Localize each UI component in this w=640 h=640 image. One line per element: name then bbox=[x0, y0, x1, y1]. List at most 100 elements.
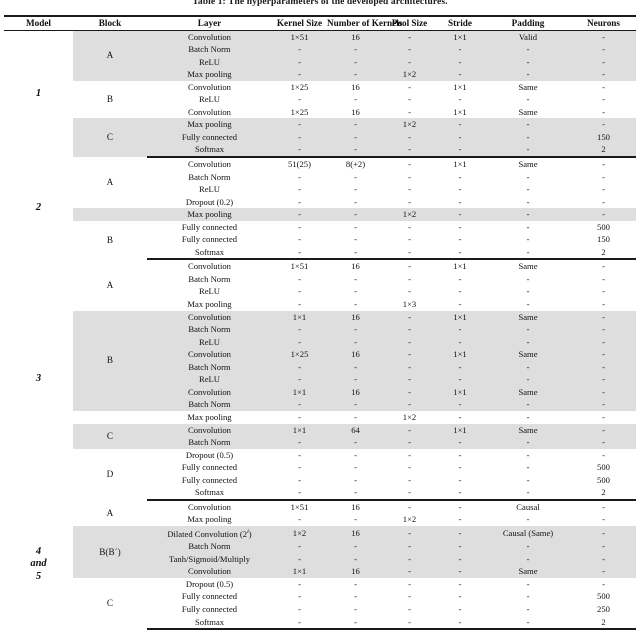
cell-padding: - bbox=[485, 335, 571, 349]
cell-neurons: - bbox=[602, 578, 605, 589]
cell-pool-size: - bbox=[408, 501, 411, 512]
cell-padding: - bbox=[526, 604, 530, 615]
cell-layer: Batch Norm bbox=[188, 171, 231, 182]
model-label: 4 and 5 bbox=[30, 545, 47, 582]
cell-number-of-kernels: - bbox=[327, 68, 384, 81]
cell-number-of-kernels: - bbox=[354, 286, 357, 297]
cell-padding: Same bbox=[485, 310, 571, 324]
table-row: Batch Norm - - - - - - bbox=[4, 171, 636, 184]
cell-kernel-size: - bbox=[272, 398, 327, 411]
cell-neurons: - bbox=[571, 436, 636, 449]
table-row: Fully connected - - - - -150 bbox=[4, 130, 636, 144]
cell-kernel-size: - bbox=[298, 604, 301, 615]
cell-layer: Dropout (0.5) bbox=[185, 578, 234, 589]
cell-number-of-kernels: - bbox=[354, 94, 357, 105]
cell-neurons: - bbox=[602, 449, 605, 460]
cell-neurons: 500 bbox=[597, 221, 610, 232]
cell-neurons: - bbox=[571, 55, 636, 69]
cell-padding: Same bbox=[518, 261, 538, 272]
cell-number-of-kernels: - bbox=[354, 221, 357, 232]
table-row: Fully connected - - - - -150 bbox=[4, 233, 636, 246]
cell-padding: - bbox=[526, 171, 530, 182]
table-row: B Convolution 1×1 16-1×1 Same - bbox=[4, 310, 636, 411]
cell-neurons: - bbox=[571, 118, 636, 131]
cell-layer: Fully connected bbox=[181, 221, 238, 232]
cell-kernel-size: - bbox=[298, 514, 301, 525]
cell-layer: Convolution bbox=[188, 261, 231, 272]
table-row: 4 and 5 A Convolution 1×51 16- - Causal - bbox=[4, 500, 636, 582]
cell-stride: - bbox=[458, 234, 462, 245]
col-header-neurons: Neurons bbox=[571, 14, 636, 31]
cell-stride: - bbox=[435, 335, 485, 349]
col-header-stride: Stride bbox=[435, 14, 485, 31]
cell-padding: Causal (Same) bbox=[485, 525, 571, 541]
cell-kernel-size: - bbox=[298, 196, 301, 207]
table-row: Convolution 1×25 16 - 1×1 Same - bbox=[4, 106, 636, 119]
cell-pool-size: - bbox=[408, 171, 411, 182]
cell-kernel-size: - bbox=[298, 184, 301, 195]
cell-number-of-kernels: - bbox=[327, 615, 384, 631]
cell-layer: Fully connected bbox=[147, 130, 272, 144]
cell-pool-size: - bbox=[384, 540, 435, 553]
cell-padding: - bbox=[526, 184, 530, 195]
cell-neurons: 2 bbox=[571, 486, 636, 501]
cell-kernel-size: - bbox=[298, 591, 301, 602]
table-row: Batch Norm - - - - - - bbox=[4, 540, 636, 553]
cell-neurons: - bbox=[571, 30, 636, 44]
cell-layer: ReLU bbox=[147, 55, 272, 69]
cell-number-of-kernels: - bbox=[327, 43, 384, 56]
cell-neurons: - bbox=[602, 501, 605, 512]
table-row: C Dropout (0.5) - - - - - - bbox=[4, 578, 636, 608]
table-row: D Dropout (0.5) - - - - - - bbox=[4, 449, 636, 479]
cell-number-of-kernels: - bbox=[327, 55, 384, 69]
cell-stride: - bbox=[458, 474, 462, 485]
cell-pool-size: - bbox=[384, 423, 435, 437]
cell-kernel-size: 1×25 bbox=[290, 106, 309, 117]
cell-layer: ReLU bbox=[198, 286, 220, 297]
cell-kernel-size: - bbox=[272, 143, 327, 158]
cell-kernel-size: - bbox=[272, 43, 327, 56]
cell-kernel-size: - bbox=[272, 68, 327, 81]
cell-layer: Tanh/Sigmoid/Multiply bbox=[147, 552, 272, 566]
cell-number-of-kernels: - bbox=[327, 118, 384, 131]
cell-kernel-size: - bbox=[298, 94, 301, 105]
cell-pool-size: - bbox=[408, 261, 411, 272]
cell-neurons: - bbox=[602, 299, 605, 310]
cell-pool-size: - bbox=[384, 373, 435, 386]
cell-pool-size: - bbox=[384, 398, 435, 411]
cell-kernel-size: 1×51 bbox=[290, 261, 309, 272]
cell-pool-size: - bbox=[384, 130, 435, 144]
cell-stride: - bbox=[458, 286, 462, 297]
table-caption: Table 1: The hyperparameters of the deve… bbox=[192, 0, 448, 7]
cell-stride: 1×1 bbox=[453, 81, 467, 92]
cell-neurons: - bbox=[571, 68, 636, 81]
cell-kernel-size: - bbox=[298, 299, 301, 310]
cell-number-of-kernels: - bbox=[354, 171, 357, 182]
cell-layer: Softmax bbox=[147, 143, 272, 158]
cell-number-of-kernels: 16 bbox=[351, 261, 360, 272]
cell-pool-size: 1×2 bbox=[384, 68, 435, 81]
cell-stride: - bbox=[435, 118, 485, 131]
table-row: Batch Norm - - - - - - bbox=[4, 360, 636, 374]
cell-pool-size: - bbox=[408, 196, 411, 207]
cell-neurons: 2 bbox=[571, 245, 636, 261]
table-row: Fully connected - - - - - 500 bbox=[4, 461, 636, 474]
cell-number-of-kernels: - bbox=[354, 462, 357, 473]
cell-stride: 1×1 bbox=[435, 385, 485, 399]
cell-padding: Same bbox=[485, 385, 571, 399]
cell-stride: - bbox=[458, 501, 462, 512]
table-row: B(B´) Dilated Convolution (2i) 1×2 16- - Caus… bbox=[4, 525, 636, 578]
cell-kernel-size: - bbox=[272, 130, 327, 144]
cell-pool-size: - bbox=[408, 449, 411, 460]
cell-padding: Same bbox=[485, 565, 571, 578]
table-row: Softmax - - - - -2 bbox=[4, 245, 636, 261]
cell-padding: Same bbox=[485, 348, 571, 361]
cell-number-of-kernels: - bbox=[327, 323, 384, 336]
table-row: Batch Norm - - - - - - bbox=[4, 273, 636, 286]
cell-pool-size: - bbox=[408, 286, 411, 297]
table-row: B Fully connected - - - - - 500 bbox=[4, 221, 636, 245]
cell-pool-size: - bbox=[408, 184, 411, 195]
cell-neurons: 500 bbox=[597, 591, 610, 602]
cell-stride: - bbox=[458, 273, 462, 284]
cell-number-of-kernels: 16 bbox=[327, 310, 384, 324]
